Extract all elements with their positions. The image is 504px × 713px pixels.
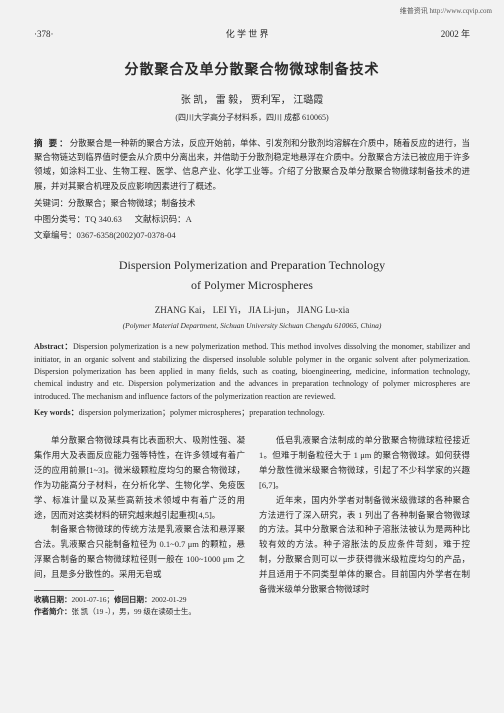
classnum-label: 中图分类号：: [34, 214, 85, 224]
footnotes: 收稿日期：2001-07-16；修回日期：2002-01-29 作者简介：张 凯…: [34, 594, 245, 618]
footnote-rule: [34, 590, 114, 591]
document-id-line: 文章编号：0367-6358(2002)07-0378-04: [34, 229, 470, 242]
journal-name: 化 学 世 界: [226, 28, 269, 42]
abstract-en-text: Dispersion polymerization is a new polym…: [34, 342, 470, 401]
abstract-chinese: 摘 要：分散聚合是一种新的聚合方法，反应开始前，单体、引发剂和分散剂均溶解在介质…: [34, 136, 470, 194]
kw-cn-text: 分散聚合；聚合物微球；制备技术: [68, 198, 196, 208]
source-watermark: 维普资讯 http://www.cqvip.com: [400, 6, 492, 17]
col1-para1: 单分散聚合物微球具有比表面积大、吸附性强、凝集作用大及表面反应能力强等特性，在许…: [34, 433, 245, 522]
kw-en-text: dispersion polymerization；polymer micros…: [79, 408, 325, 417]
authors-chinese: 张 凯， 雷 毅， 贾利军， 江璐霞: [34, 93, 470, 108]
rev-label: 修回日期：: [114, 595, 152, 604]
col1-para2: 制备聚合物微球的传统方法是乳液聚合法和悬浮聚合法。乳液聚合只能制备粒径为 0.1…: [34, 522, 245, 582]
kw-cn-label: 关键词：: [34, 198, 68, 208]
rev-date: 2002-01-29: [152, 595, 187, 604]
column-left: 单分散聚合物微球具有比表面积大、吸附性强、凝集作用大及表面反应能力强等特性，在许…: [34, 433, 245, 618]
column-right: 低皂乳液聚合法制成的单分散聚合物微球粒径接近 1。但难于制备粒径大于 1 μm …: [259, 433, 470, 618]
year: 2002 年: [441, 28, 470, 42]
col2-para2: 近年来，国内外学者对制备微米级微球的各种聚合方法进行了深入研究，表 1 列出了各…: [259, 493, 470, 597]
body-columns: 单分散聚合物微球具有比表面积大、吸附性强、凝集作用大及表面反应能力强等特性，在许…: [34, 433, 470, 618]
abstract-en-label: Abstract：: [34, 342, 73, 351]
page-number-left: ·378·: [34, 28, 54, 42]
keywords-chinese: 关键词：分散聚合；聚合物微球；制备技术: [34, 197, 470, 210]
affiliation-english: (Polymer Material Department, Sichuan Un…: [34, 320, 470, 331]
authors-english: ZHANG Kai， LEI Yi， JIA Li-jun， JIANG Lu-…: [34, 304, 470, 318]
col2-para1: 低皂乳液聚合法制成的单分散聚合物微球粒径接近 1。但难于制备粒径大于 1 μm …: [259, 433, 470, 493]
auth-text: 张 凯（19 -），男，99 级在读硕士生。: [72, 607, 196, 616]
auth-label: 作者简介：: [34, 607, 72, 616]
kw-en-label: Key words：: [34, 408, 79, 417]
title-english-line1: Dispersion Polymerization and Preparatio…: [34, 256, 470, 274]
abstract-cn-text: 分散聚合是一种新的聚合方法，反应开始前，单体、引发剂和分散剂均溶解在介质中，随着…: [34, 138, 470, 191]
classnum-value: TQ 340.63: [85, 214, 122, 224]
keywords-english: Key words：dispersion polymerization；poly…: [34, 407, 470, 419]
affiliation-chinese: (四川大学高分子材料系，四川 成都 610065): [34, 112, 470, 124]
classification-line: 中图分类号：TQ 340.63 文献标识码：A: [34, 213, 470, 226]
title-english-line2: of Polymer Microspheres: [34, 276, 470, 294]
footnote-author: 作者简介：张 凯（19 -），男，99 级在读硕士生。: [34, 606, 245, 618]
recv-label: 收稿日期：: [34, 595, 72, 604]
page-header: ·378· 化 学 世 界 2002 年: [34, 28, 470, 42]
docid-label: 文章编号：: [34, 230, 77, 240]
recv-date: 2001-07-16；: [72, 595, 115, 604]
doccode-label: 文献标识码：: [135, 214, 186, 224]
doccode-value: A: [186, 214, 192, 224]
title-chinese: 分散聚合及单分散聚合物微球制备技术: [34, 60, 470, 81]
footnote-dates: 收稿日期：2001-07-16；修回日期：2002-01-29: [34, 594, 245, 606]
abstract-english: Abstract：Dispersion polymerization is a …: [34, 341, 470, 403]
docid-value: 0367-6358(2002)07-0378-04: [77, 230, 176, 240]
abstract-cn-label: 摘 要：: [34, 138, 70, 148]
